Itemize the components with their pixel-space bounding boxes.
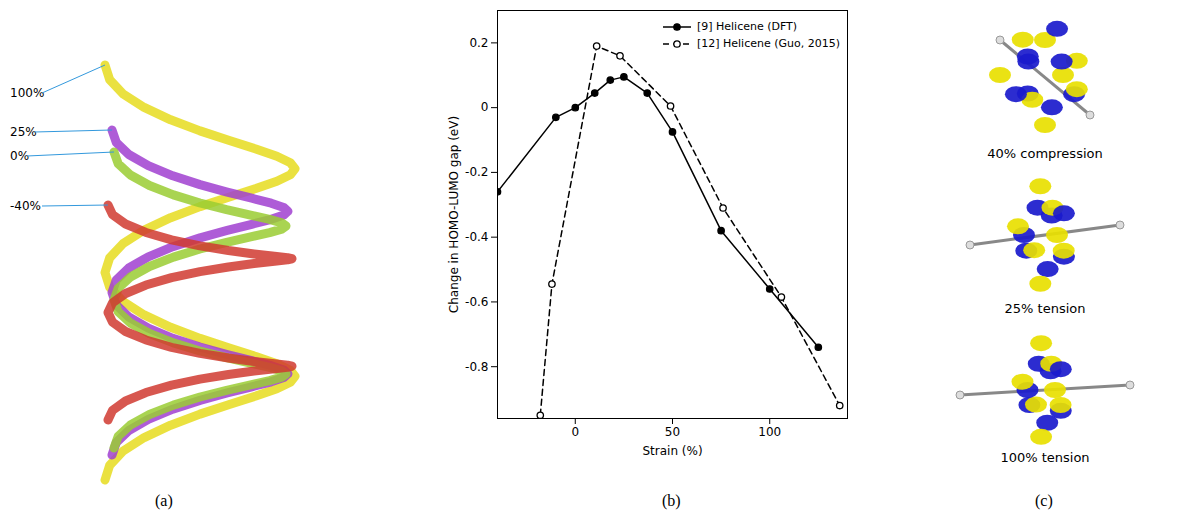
svg-text:-40%: -40% bbox=[10, 199, 41, 213]
svg-text:0: 0 bbox=[481, 100, 489, 114]
svg-text:0.2: 0.2 bbox=[469, 36, 488, 50]
svg-text:0: 0 bbox=[571, 425, 579, 439]
svg-text:0%: 0% bbox=[10, 149, 29, 163]
html-text:(b): (b) bbox=[662, 492, 681, 509]
svg-text:Strain (%): Strain (%) bbox=[642, 444, 702, 458]
svg-text:50: 50 bbox=[665, 425, 680, 439]
svg-text:100: 100 bbox=[758, 425, 781, 439]
html-text:(a): (a) bbox=[155, 492, 173, 509]
svg-text:25% tension: 25% tension bbox=[1005, 301, 1086, 316]
html-text:[12] Helicene (Guo, 2015): [12] Helicene (Guo, 2015) bbox=[696, 37, 840, 50]
svg-text:-0.8: -0.8 bbox=[465, 360, 488, 374]
svg-text:-0.6: -0.6 bbox=[465, 295, 488, 309]
svg-text:-0.4: -0.4 bbox=[465, 230, 488, 244]
svg-text:-0.2: -0.2 bbox=[465, 165, 488, 179]
html-text:[9] Helicene (DFT): [9] Helicene (DFT) bbox=[696, 20, 798, 33]
svg-text:25%: 25% bbox=[10, 125, 37, 139]
html-text:(c): (c) bbox=[1035, 492, 1053, 509]
svg-text:100%: 100% bbox=[10, 86, 44, 100]
svg-text:100% tension: 100% tension bbox=[1000, 450, 1089, 465]
svg-text:Change in HOMO-LUMO gap (eV): Change in HOMO-LUMO gap (eV) bbox=[447, 116, 461, 313]
svg-text:40% compression: 40% compression bbox=[987, 146, 1102, 161]
